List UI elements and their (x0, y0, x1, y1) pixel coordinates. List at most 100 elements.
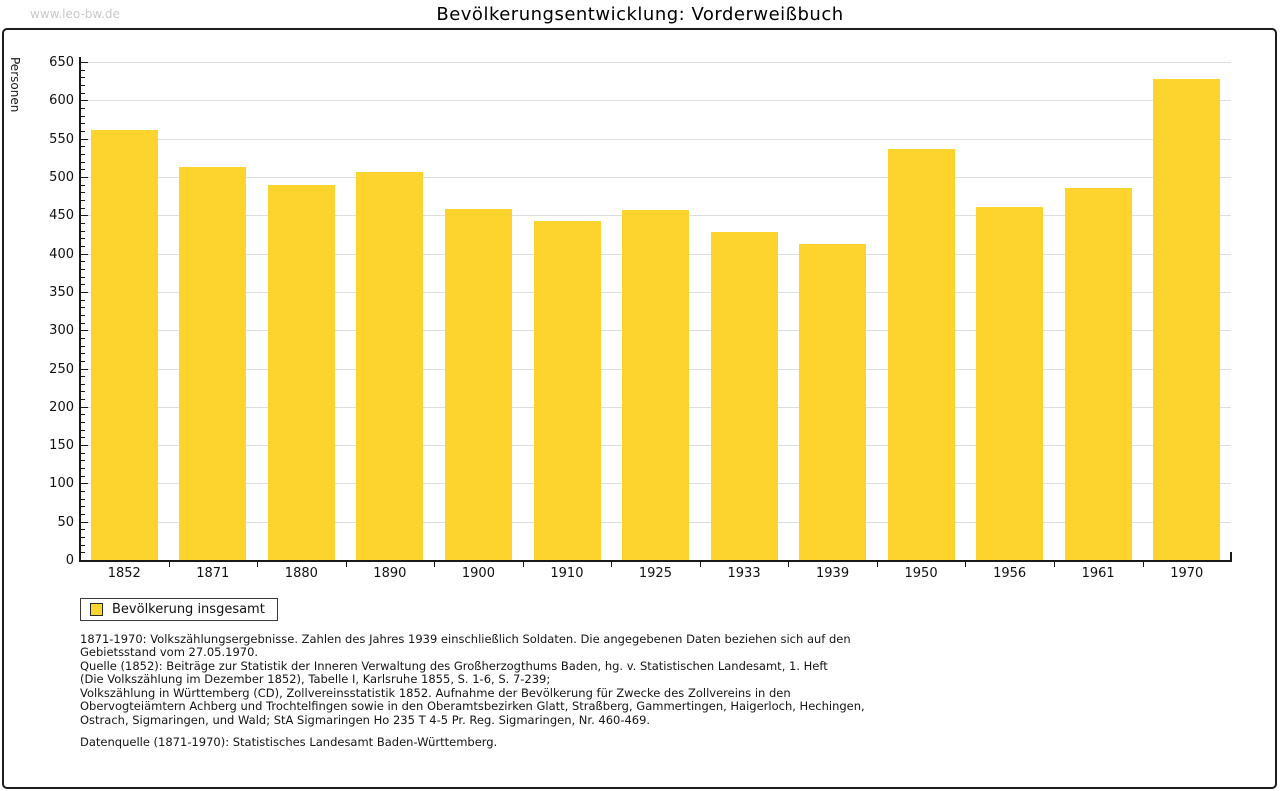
y-axis-tick (81, 552, 85, 554)
note-line: Ostrach, Sigmaringen, und Wald; StA Sigm… (80, 712, 651, 727)
y-axis-tick (81, 491, 85, 492)
bar-1939[interactable] (799, 243, 867, 560)
site-watermark: www.leo-bw.de (30, 7, 120, 21)
x-axis-endcap (1230, 552, 1232, 561)
y-axis-tick (81, 123, 85, 125)
x-axis-label: 1925 (638, 566, 672, 581)
x-axis-label: 1939 (816, 566, 850, 581)
y-axis-tick (81, 391, 85, 393)
bar-1925[interactable] (622, 209, 689, 560)
bar-1900[interactable] (444, 209, 512, 560)
note-line: Quelle (1852): Beiträge zur Statistik de… (80, 658, 828, 673)
y-axis-tick (81, 330, 88, 332)
y-axis-tick (81, 422, 85, 424)
y-axis-tick (81, 468, 85, 470)
gridline (80, 138, 1231, 140)
bar-1852[interactable] (90, 130, 158, 560)
x-axis-tick (1142, 562, 1144, 567)
y-axis-tick (81, 460, 85, 462)
x-axis-tick (788, 562, 790, 567)
y-axis-tick (81, 131, 85, 132)
y-axis-tick (81, 498, 85, 500)
y-axis-tick (81, 245, 85, 247)
y-axis-tick-label: 400 (49, 246, 74, 262)
datasource-line: Datenquelle (1871-1970): Statistisches L… (80, 735, 498, 750)
y-axis-tick (81, 207, 85, 209)
x-axis-label: 1910 (550, 566, 584, 581)
x-axis-label: 1950 (904, 566, 938, 581)
x-axis-tick (1053, 562, 1055, 567)
y-axis-tick (81, 475, 85, 477)
note-line: (Die Volkszählung im Dezember 1852), Tab… (80, 672, 551, 687)
gridline (80, 62, 1231, 63)
x-axis-tick (876, 562, 878, 567)
x-axis-label: 1933 (727, 566, 761, 581)
y-axis-tick (81, 506, 85, 508)
y-axis-tick (81, 85, 85, 86)
y-axis-tick (81, 230, 85, 232)
y-axis-tick (81, 100, 88, 102)
y-axis-tick-label: 50 (57, 514, 74, 530)
bar-1956[interactable] (976, 206, 1044, 560)
bar-1970[interactable] (1153, 78, 1221, 560)
bar-1950[interactable] (887, 149, 955, 560)
y-axis-tick (81, 291, 88, 293)
legend-label: Bevölkerung insgesamt (112, 602, 265, 617)
x-axis-tick (522, 562, 524, 567)
bar-1880[interactable] (267, 185, 335, 560)
y-axis-tick (81, 368, 88, 370)
y-axis-tick (81, 314, 85, 316)
x-axis-label: 1900 (461, 566, 495, 581)
y-axis-tick-label: 550 (49, 131, 74, 147)
y-axis-tick (81, 153, 85, 155)
x-axis-label: 1852 (107, 566, 141, 581)
x-axis-line (79, 560, 1232, 562)
y-axis-line (79, 57, 81, 561)
y-axis-tick-label: 500 (49, 169, 74, 185)
y-axis-tick (81, 138, 88, 140)
y-axis-tick (81, 429, 85, 431)
y-axis-tick (81, 544, 85, 546)
y-axis-tick (81, 483, 88, 485)
bar-1871[interactable] (179, 167, 247, 560)
y-axis-tick (81, 322, 85, 324)
bar-1933[interactable] (710, 232, 778, 560)
y-axis-tick (81, 452, 85, 454)
y-axis-tick (81, 529, 85, 531)
x-axis-label: 1890 (373, 566, 407, 581)
y-axis-tick (81, 77, 85, 79)
y-axis-tick (81, 345, 85, 347)
bar-1910[interactable] (533, 221, 601, 560)
note-line: 1871-1970: Volkszählungsergebnisse. Zahl… (80, 632, 851, 646)
y-axis-tick-label: 150 (49, 438, 74, 454)
y-axis-tick-label: 0 (65, 553, 74, 568)
gridline (80, 100, 1231, 102)
bar-1890[interactable] (356, 172, 424, 560)
bar-1961[interactable] (1064, 188, 1132, 560)
y-axis-tick (81, 299, 85, 301)
x-axis-tick (168, 562, 170, 567)
y-axis-tick (81, 176, 88, 178)
y-axis-tick (81, 92, 85, 94)
note-line: Volkszählung in Württemberg (CD), Zollve… (80, 685, 791, 700)
x-axis-tick (611, 562, 613, 567)
y-axis-tick (81, 284, 85, 286)
y-axis-tick (81, 337, 85, 339)
legend[interactable]: Bevölkerung insgesamt (80, 598, 278, 621)
chart-title: Bevölkerungsentwicklung: Vorderweißbuch (436, 4, 844, 25)
y-axis-tick (81, 215, 88, 217)
y-axis-tick (81, 146, 85, 148)
y-axis-tick (81, 261, 85, 263)
y-axis-tick-label: 300 (49, 323, 74, 339)
y-axis-tick-label: 600 (49, 93, 74, 109)
x-axis-label: 1956 (993, 566, 1027, 581)
y-axis-tick-label: 650 (49, 55, 74, 70)
y-axis-tick-label: 350 (49, 284, 74, 300)
y-axis-tick (81, 238, 85, 240)
y-axis-tick (81, 353, 85, 355)
note-line: Gebietsstand vom 27.05.1970. (80, 645, 259, 660)
y-axis-tick-label: 450 (49, 208, 74, 224)
y-axis-tick (81, 514, 85, 515)
x-axis-label: 1970 (1170, 566, 1204, 581)
